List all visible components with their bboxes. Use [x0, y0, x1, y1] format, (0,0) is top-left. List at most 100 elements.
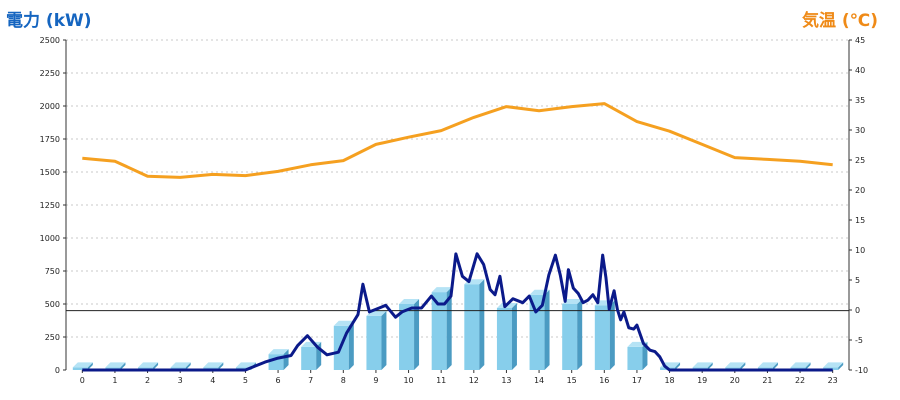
x-tick-label: 23 — [828, 376, 838, 385]
left-tick-label: 2250 — [40, 69, 60, 78]
x-tick-label: 18 — [664, 376, 674, 385]
x-tick-label: 0 — [80, 376, 85, 385]
left-axis-title: 電力 (kW) — [6, 11, 92, 31]
x-tick-label: 16 — [599, 376, 609, 385]
power-bar-top — [431, 287, 452, 293]
left-tick-label: 1750 — [40, 135, 60, 144]
left-tick-label: 250 — [45, 333, 60, 342]
x-tick-label: 5 — [243, 376, 248, 385]
power-bar-side — [120, 362, 126, 370]
power-bar-top — [725, 362, 746, 368]
power-bar-side — [707, 362, 713, 370]
right-tick-label: 25 — [855, 156, 865, 165]
x-tick-label: 22 — [795, 376, 805, 385]
power-bar-face — [464, 284, 480, 370]
power-bar-top — [170, 362, 191, 368]
power-bar-side — [511, 302, 517, 370]
power-bar-face — [399, 304, 415, 370]
power-bar-top — [268, 349, 289, 355]
power-bar-side — [772, 362, 778, 370]
power-bar-face — [431, 292, 447, 370]
power-line — [82, 252, 833, 372]
left-tick-label: 0 — [55, 366, 60, 375]
x-tick-label: 1 — [112, 376, 117, 385]
power-bar-side — [381, 310, 387, 370]
power-bar-side — [185, 362, 191, 370]
power-bar-top — [333, 320, 354, 326]
x-tick-label: 10 — [403, 376, 413, 385]
power-bar-face — [72, 367, 88, 370]
right-tick-label: 5 — [855, 276, 860, 285]
power-bar-top — [105, 362, 126, 368]
temperature-line — [82, 102, 833, 179]
power-bar — [464, 279, 485, 370]
power-bar-top — [138, 362, 159, 368]
power-bar-face — [301, 346, 317, 370]
power-bar-top — [823, 362, 844, 368]
power-bar — [431, 287, 452, 370]
power-bar-side — [577, 299, 583, 370]
left-tick-label: 2500 — [40, 36, 60, 45]
power-bar-side — [414, 299, 420, 370]
power-bar — [366, 310, 387, 370]
power-bar-top — [757, 362, 778, 368]
x-tick-label: 3 — [178, 376, 183, 385]
x-tick-label: 21 — [762, 376, 772, 385]
power-bar-side — [609, 300, 615, 370]
right-tick-label: 45 — [855, 36, 865, 45]
right-axis-title: 気温 (℃) — [801, 11, 878, 31]
right-tick-label: 15 — [855, 216, 865, 225]
x-tick-label: 20 — [730, 376, 740, 385]
left-tick-label: 2000 — [40, 102, 60, 111]
power-bar-side — [675, 362, 681, 370]
right-tick-label: 0 — [855, 306, 860, 315]
power-bar-top — [399, 299, 420, 304]
power-bar-top — [203, 362, 224, 368]
x-tick-label: 9 — [373, 376, 378, 385]
power-bar-side — [87, 362, 93, 370]
power-bar — [562, 299, 583, 370]
left-tick-label: 1000 — [40, 234, 60, 243]
power-bar — [72, 362, 93, 370]
power-bar-side — [153, 362, 159, 370]
power-bar-side — [283, 349, 289, 370]
x-tick-label: 6 — [276, 376, 281, 385]
x-tick-label: 7 — [308, 376, 313, 385]
x-tick-label: 15 — [567, 376, 577, 385]
x-tick-label: 17 — [632, 376, 642, 385]
x-tick-label: 19 — [697, 376, 707, 385]
left-tick-label: 1250 — [40, 201, 60, 210]
power-bar — [627, 341, 648, 370]
x-tick-label: 12 — [469, 376, 479, 385]
right-tick-label: 40 — [855, 66, 865, 75]
right-tick-label: 20 — [855, 186, 865, 195]
x-tick-label: 8 — [341, 376, 346, 385]
power-bar-top — [562, 299, 583, 304]
power-bar-side — [544, 289, 550, 370]
power-bar-side — [218, 362, 224, 370]
power-bar — [399, 299, 420, 370]
power-bar-face — [562, 304, 578, 370]
right-tick-label: -5 — [855, 336, 863, 345]
power-bar-side — [838, 362, 844, 370]
power-bar-top — [72, 362, 93, 368]
power-bar-side — [446, 287, 452, 370]
power-bar-side — [642, 341, 648, 370]
power-bar-side — [740, 362, 746, 370]
power-bar-face — [366, 315, 382, 370]
x-tick-label: 4 — [210, 376, 215, 385]
power-bar-top — [235, 362, 256, 368]
power-bar-face — [496, 307, 512, 370]
right-tick-label: 35 — [855, 96, 865, 105]
right-tick-label: -10 — [855, 366, 868, 375]
x-tick-label: 11 — [436, 376, 446, 385]
power-bar-face — [529, 294, 545, 370]
x-tick-label: 2 — [145, 376, 150, 385]
right-tick-label: 10 — [855, 246, 865, 255]
left-tick-label: 750 — [45, 267, 60, 276]
power-bar-side — [805, 362, 811, 370]
power-bar — [496, 302, 517, 370]
right-tick-label: 30 — [855, 126, 865, 135]
left-tick-label: 1500 — [40, 168, 60, 177]
